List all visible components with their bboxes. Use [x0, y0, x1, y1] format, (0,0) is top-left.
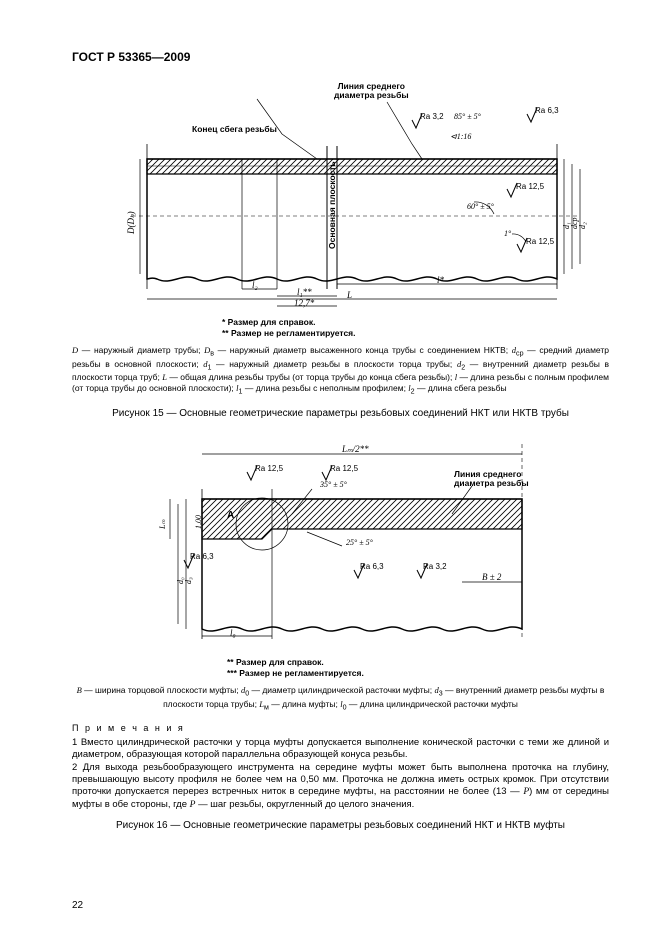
fig15-ra32: Ra 3,2: [420, 112, 444, 122]
fig15-ang85: 85° ± 5°: [454, 112, 481, 122]
note-2: 2 Для выхода резьбообразующего инструмен…: [72, 762, 609, 811]
fig15-l2: l₂: [252, 280, 258, 292]
fig16-ra63-2: Ra 6,3: [360, 562, 384, 572]
fig16-defs: В — ширина торцовой плоскости муфты; d0 …: [72, 685, 609, 713]
fig16-B: В ± 2: [482, 572, 501, 584]
fig15-L: L: [347, 290, 352, 302]
figure-15: Линия среднегодиаметра резьбы Конец сбег…: [112, 74, 592, 309]
fig15-defs: D — наружный диаметр трубы; Dв — наружны…: [72, 345, 609, 398]
fig15-end-label: Конец сбега резьбы: [192, 124, 277, 135]
fig15-ra125-1: Ra 12,5: [516, 182, 544, 192]
fig16-caption: Рисунок 16 — Основные геометрические пар…: [72, 819, 609, 832]
figure-16: Lₘ/2** Ra 12,5 Ra 12,5 А 35° ± 5° 25° ± …: [132, 434, 552, 649]
fig15-ang60: 60° ± 5°: [467, 202, 494, 212]
fig15-d2: d₂: [578, 222, 588, 229]
fig16-l0: l₀: [230, 628, 236, 640]
fig15-lstar: l*: [437, 275, 444, 287]
fig16-ra125-1: Ra 12,5: [255, 464, 283, 474]
fig16-line-avg: Линия среднегодиаметра резьбы: [454, 470, 529, 488]
fig16-ang25: 25° ± 5°: [346, 538, 373, 548]
note-1: 1 Вместо цилиндрической расточки у торца…: [72, 737, 609, 762]
fig15-caption: Рисунок 15 — Основные геометрические пар…: [72, 407, 609, 420]
fig16-A: А: [227, 509, 234, 522]
page-number: 22: [72, 899, 83, 912]
fig16-Lm: Lₘ: [158, 520, 168, 529]
fig15-line-avg-label: Линия среднегодиаметра резьбы: [334, 82, 409, 100]
fig16-Lm2: Lₘ/2**: [342, 444, 369, 456]
fig16-ang35: 35° ± 5°: [320, 480, 347, 490]
fig16-100: 1,00: [194, 515, 204, 529]
doc-id: ГОСТ Р 53365—2009: [72, 50, 609, 66]
fig15-ra63: Ra 6,3: [535, 106, 559, 116]
fig16-ra32: Ra 3,2: [423, 562, 447, 572]
fig16-ra125-2: Ra 12,5: [330, 464, 358, 474]
fig16-ra63-1: Ra 6,3: [190, 552, 214, 562]
fig16-d3: d₃: [184, 578, 194, 585]
fig15-127: 12,7*: [294, 298, 314, 310]
notes-label: П р и м е ч а н и я: [72, 723, 609, 735]
fig15-foot: * Размер для справок. ** Размер не регла…: [222, 317, 609, 339]
fig15-ra125-2: Ra 12,5: [526, 237, 554, 247]
fig16-foot: ** Размер для справок. *** Размер не рег…: [227, 657, 609, 679]
fig15-D: D(Dₕ): [126, 211, 138, 234]
fig15-ang1: 1°: [504, 229, 511, 239]
fig15-taper: ⊲1:16: [450, 132, 471, 142]
fig15-base-plane: Основная плоскость: [327, 161, 338, 249]
fig15-l1star: l₁**: [297, 287, 312, 299]
